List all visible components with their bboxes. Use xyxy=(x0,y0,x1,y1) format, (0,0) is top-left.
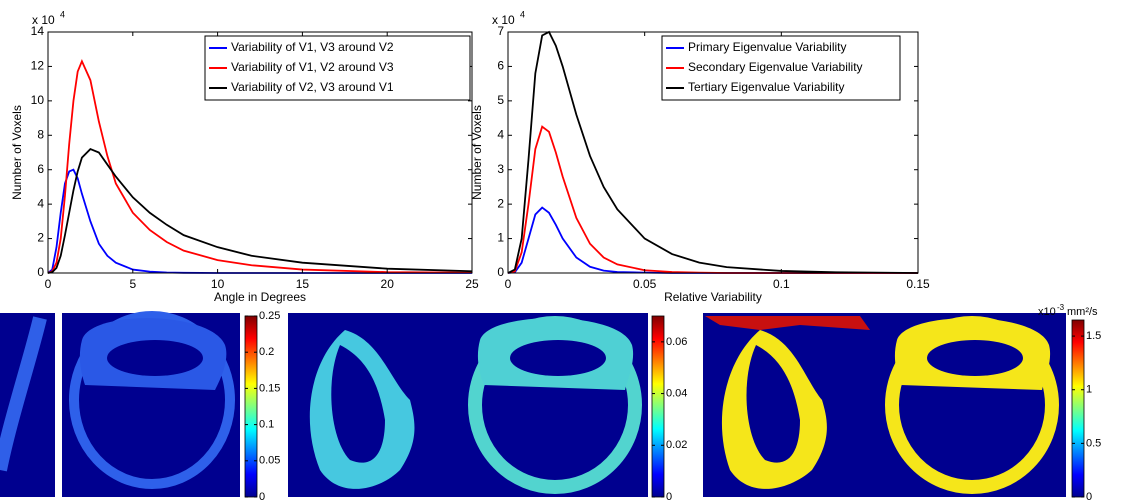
colorbar-tick-label: 0.04 xyxy=(666,387,687,399)
x-tick-label: 0.15 xyxy=(906,277,930,291)
y-tick-label: 8 xyxy=(37,127,44,141)
legend-label: Variability of V1, V2 around V3 xyxy=(231,60,394,74)
colorbar-tick-label: 0.1 xyxy=(259,419,274,431)
legend-label: Primary Eigenvalue Variability xyxy=(688,40,847,54)
colorbar-tick-label: 0 xyxy=(1086,491,1092,503)
legend-box xyxy=(661,35,901,101)
legend-label: Variability of V2, V3 around V1 xyxy=(231,80,394,94)
colorbar-unit-exponent: -3 xyxy=(1057,303,1065,312)
x-tick-label: 20 xyxy=(381,277,395,291)
y-tick-label: 10 xyxy=(31,93,45,107)
y-tick-label: 3 xyxy=(497,162,504,176)
colorbar-tick-label: 0.06 xyxy=(666,336,687,348)
map-panel xyxy=(288,313,648,497)
x-tick-label: 0 xyxy=(45,277,52,291)
y-axis-label: Number of Voxels xyxy=(10,105,24,200)
legend-label: Secondary Eigenvalue Variability xyxy=(688,60,863,74)
legend-label: Variability of V1, V3 around V2 xyxy=(231,40,394,54)
colorbar-tick-label: 0 xyxy=(259,491,265,503)
colorbar-tick-label: 0 xyxy=(666,491,672,503)
y-tick-label: 4 xyxy=(497,127,504,141)
y-tick-label: 14 xyxy=(31,24,45,38)
colorbar xyxy=(1071,319,1085,498)
y-tick-label: 6 xyxy=(37,162,44,176)
y-multiplier-exponent: 4 xyxy=(520,9,525,19)
map-panel xyxy=(703,313,1066,497)
y-tick-label: 0 xyxy=(37,265,44,279)
y-multiplier: x 10 xyxy=(32,13,55,27)
colorbar xyxy=(244,315,258,498)
y-tick-label: 2 xyxy=(37,231,44,245)
data-line xyxy=(507,30,919,274)
data-line xyxy=(47,58,473,274)
y-tick-label: 6 xyxy=(497,59,504,73)
x-tick-label: 15 xyxy=(296,277,310,291)
colorbar-tick-label: 0.5 xyxy=(1086,437,1101,449)
y-tick-label: 2 xyxy=(497,196,504,210)
colorbar-unit-prefix: x10 xyxy=(1038,306,1056,318)
colorbar xyxy=(651,315,665,498)
y-tick-label: 12 xyxy=(31,59,45,73)
y-tick-label: 4 xyxy=(37,196,44,210)
x-tick-label: 25 xyxy=(465,277,479,291)
y-axis-label: Number of Voxels xyxy=(470,105,484,200)
colorbar-tick-label: 0.02 xyxy=(666,439,687,451)
colorbar-tick-label: 0.2 xyxy=(259,346,274,358)
legend-box xyxy=(204,35,471,101)
colorbar-tick-label: 0.25 xyxy=(259,310,280,322)
x-axis-label: Relative Variability xyxy=(664,290,762,304)
x-axis-label: Angle in Degrees xyxy=(214,290,306,304)
x-tick-label: 10 xyxy=(211,277,225,291)
colorbar-unit: mm²/s xyxy=(1067,306,1098,318)
data-line xyxy=(47,148,473,274)
y-tick-label: 1 xyxy=(497,231,504,245)
y-tick-label: 0 xyxy=(497,265,504,279)
colorbar-tick-label: 0.05 xyxy=(259,455,280,467)
x-tick-label: 0.05 xyxy=(633,277,657,291)
map-panel xyxy=(0,311,240,497)
legend-label: Tertiary Eigenvalue Variability xyxy=(688,80,845,94)
axes-frame xyxy=(507,31,919,274)
axes-frame xyxy=(47,31,473,274)
x-tick-label: 0.1 xyxy=(773,277,790,291)
y-multiplier-exponent: 4 xyxy=(60,9,65,19)
colorbar-tick-label: 1.5 xyxy=(1086,330,1101,342)
y-multiplier: x 10 xyxy=(492,13,515,27)
x-tick-label: 0 xyxy=(505,277,512,291)
colorbar-tick-label: 1 xyxy=(1086,384,1092,396)
y-tick-label: 5 xyxy=(497,93,504,107)
y-tick-label: 7 xyxy=(497,24,504,38)
colorbar-tick-label: 0.15 xyxy=(259,382,280,394)
x-tick-label: 5 xyxy=(129,277,136,291)
